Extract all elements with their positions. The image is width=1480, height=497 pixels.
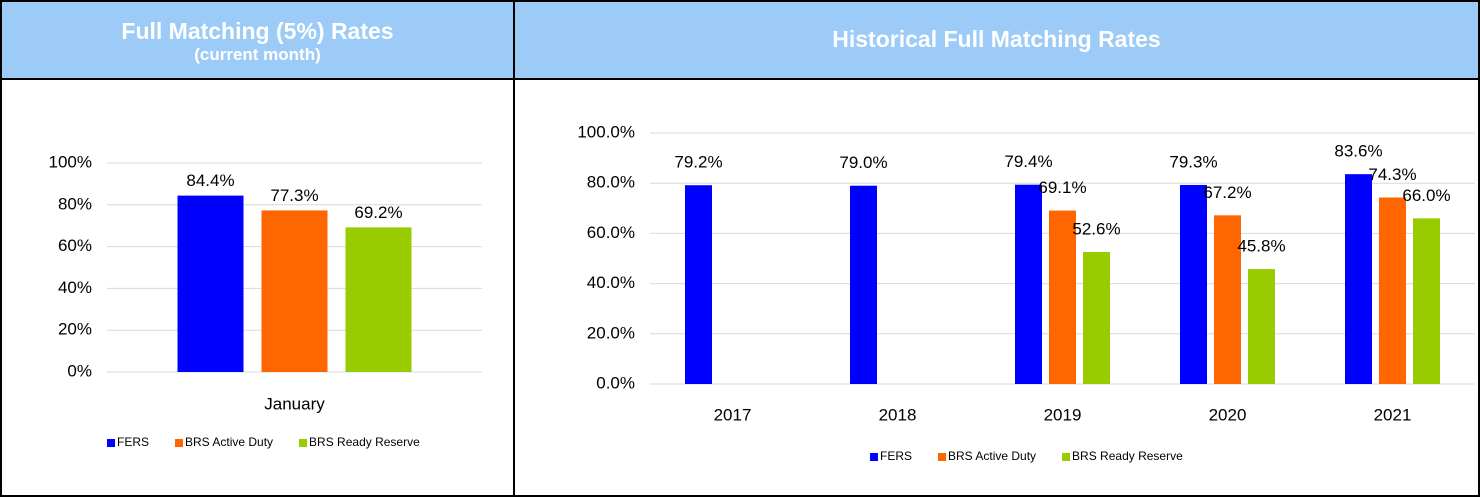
legend-label: FERS (117, 435, 149, 449)
bar (261, 210, 328, 372)
y-tick-label: 20% (58, 320, 92, 339)
x-tick-label: 2019 (1044, 405, 1082, 424)
legend-swatch (107, 439, 115, 447)
legend-label: FERS (880, 449, 912, 463)
bar (1083, 251, 1110, 384)
chart-title: Historical Full Matching Rates (832, 26, 1161, 52)
bar (177, 195, 244, 372)
bar (1379, 197, 1406, 384)
bar (1049, 210, 1076, 384)
data-label: 69.1% (1038, 178, 1086, 197)
chart-title: Full Matching (5%) Rates (121, 18, 394, 44)
legend-swatch (299, 439, 308, 447)
legend-swatch (1062, 453, 1071, 461)
legend-swatch (938, 453, 947, 461)
header: Historical Full Matching Rates (515, 2, 1478, 80)
legend-label: BRS Ready Reserve (1072, 449, 1183, 463)
x-tick-label: 2021 (1374, 405, 1412, 424)
y-tick-label: 20.0% (587, 323, 635, 342)
legend-label: BRS Active Duty (185, 435, 273, 449)
y-tick-label: 100.0% (577, 122, 635, 141)
data-label: 69.2% (354, 203, 402, 222)
chart-subtitle: (current month) (194, 45, 321, 64)
y-tick-label: 40% (58, 278, 92, 297)
bar (1248, 269, 1275, 384)
x-tick-label: 2020 (1209, 405, 1247, 424)
y-tick-label: 60.0% (587, 223, 635, 242)
data-label: 83.6% (1334, 142, 1382, 161)
legend-swatch (175, 439, 184, 447)
y-tick-label: 0.0% (596, 373, 635, 392)
legend-label: BRS Ready Reserve (309, 435, 420, 449)
y-tick-label: 60% (58, 236, 92, 255)
bar (345, 227, 412, 372)
data-label: 52.6% (1072, 219, 1120, 238)
x-tick-label: 2018 (879, 405, 917, 424)
bar (850, 185, 877, 384)
bar (1345, 174, 1372, 384)
data-label: 67.2% (1203, 183, 1251, 202)
data-label: 77.3% (270, 186, 318, 205)
data-label: 84.4% (186, 171, 234, 190)
legend-label: BRS Active Duty (948, 449, 1036, 463)
x-tick-label: 2017 (714, 405, 752, 424)
data-label: 79.0% (839, 153, 887, 172)
header: Full Matching (5%) Rates (current month) (2, 2, 513, 80)
data-label: 45.8% (1237, 237, 1285, 256)
bar (1180, 184, 1207, 384)
y-tick-label: 100% (49, 152, 92, 171)
legend-swatch (870, 453, 878, 461)
y-tick-label: 80% (58, 194, 92, 213)
y-tick-label: 80.0% (587, 173, 635, 192)
bar (1214, 215, 1241, 384)
data-label: 66.0% (1402, 186, 1450, 205)
bar (1015, 184, 1042, 384)
data-label: 79.4% (1004, 152, 1052, 171)
x-tick-label: January (264, 394, 325, 413)
chart: 0% 20% 40% 60% 80% 100% January 84.4% 77.3% 69.2%… (49, 152, 482, 449)
data-label: 74.3% (1368, 165, 1416, 184)
history-panel: Historical Full Matching Rates 0.0% 20.0%… (513, 0, 1480, 497)
y-tick-label: 40.0% (587, 273, 635, 292)
data-label: 79.3% (1169, 152, 1217, 171)
data-label: 79.2% (674, 153, 722, 172)
y-tick-label: 0% (67, 361, 92, 380)
current-panel: Full Matching (5%) Rates (current month)… (0, 0, 515, 497)
chart: 0.0% 20.0% 40.0% 60.0% 80.0% 100.0% 2017 79.2% 2… (577, 122, 1475, 463)
bar (685, 185, 712, 384)
bar (1413, 218, 1440, 384)
